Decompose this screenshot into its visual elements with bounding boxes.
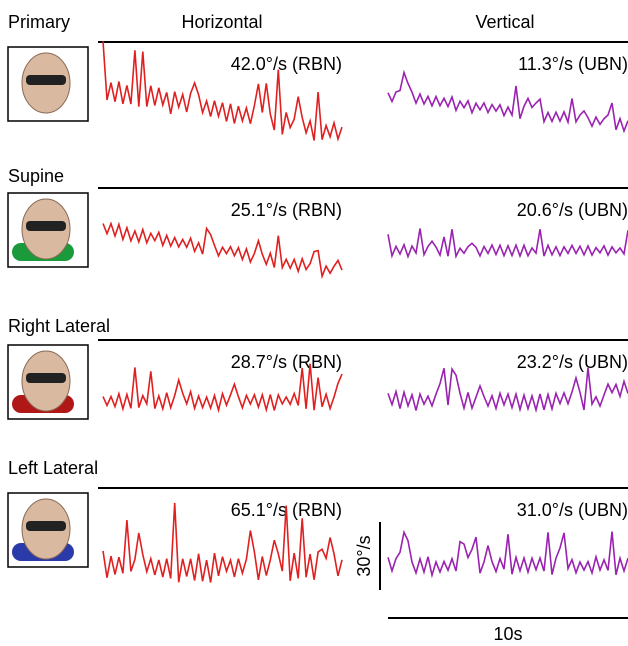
- scale-label: 30°/s: [354, 535, 374, 576]
- goggles: [26, 221, 66, 231]
- goggles: [26, 521, 66, 531]
- scale-bar: 30°/s 10s: [354, 522, 628, 644]
- eye-trace: [388, 532, 628, 576]
- velocity-label: 11.3°/s (UBN): [518, 54, 628, 74]
- figure: Primary Horizontal Vertical Supine Right…: [0, 0, 628, 646]
- eye-trace: [388, 73, 628, 132]
- velocity-label: 31.0°/s (UBN): [517, 500, 628, 520]
- goggles: [26, 373, 66, 383]
- column-header: Horizontal: [181, 12, 262, 32]
- velocity-label: 20.6°/s (UBN): [517, 200, 628, 220]
- velocity-label: 23.2°/s (UBN): [517, 352, 628, 372]
- velocity-label: 42.0°/s (RBN): [231, 54, 342, 74]
- column-header: Vertical: [475, 12, 534, 32]
- goggles: [26, 75, 66, 85]
- eye-trace: [103, 224, 342, 277]
- row-label: Right Lateral: [8, 316, 110, 336]
- row-label: Primary: [8, 12, 70, 32]
- eye-trace: [388, 229, 628, 257]
- velocity-label: 28.7°/s (RBN): [231, 352, 342, 372]
- velocity-label: 25.1°/s (RBN): [231, 200, 342, 220]
- scale-label: 10s: [493, 624, 522, 644]
- eye-trace: [388, 368, 628, 411]
- row-label: Left Lateral: [8, 458, 98, 478]
- row-label: Supine: [8, 166, 64, 186]
